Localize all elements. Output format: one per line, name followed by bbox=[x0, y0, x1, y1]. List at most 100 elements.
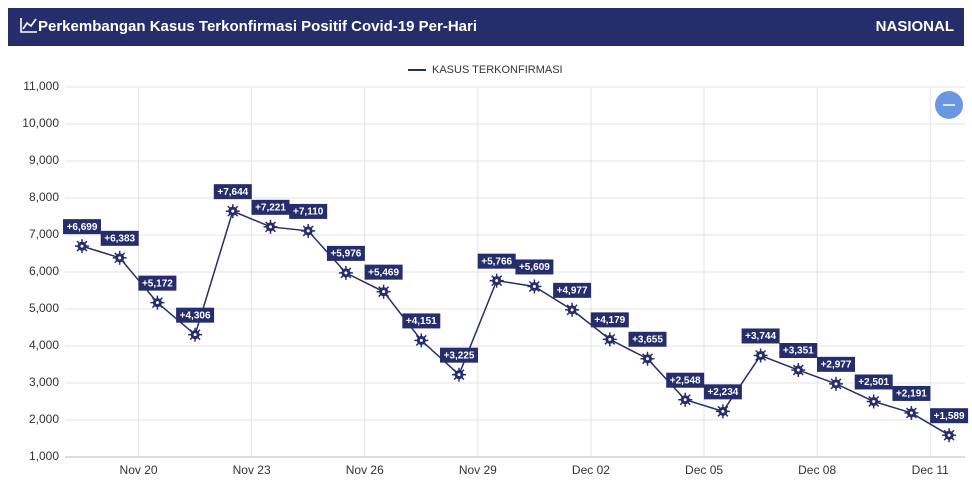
y-tick-label: 9,000 bbox=[29, 153, 59, 167]
header-bar bbox=[8, 8, 964, 46]
virus-marker bbox=[150, 295, 165, 310]
virus-marker bbox=[225, 204, 240, 219]
label-box bbox=[779, 343, 818, 359]
label-box bbox=[854, 374, 893, 390]
data-label: +2,501 bbox=[858, 377, 889, 388]
data-label: +7,221 bbox=[255, 202, 286, 213]
data-label: +5,172 bbox=[142, 278, 173, 289]
label-box bbox=[590, 312, 629, 328]
virus-dot bbox=[721, 409, 725, 413]
virus-marker bbox=[376, 284, 391, 299]
virus-dot bbox=[419, 338, 423, 342]
data-label: +2,191 bbox=[896, 389, 927, 400]
virus-marker bbox=[338, 265, 353, 280]
virus-marker bbox=[527, 279, 542, 294]
data-label: +4,306 bbox=[180, 310, 211, 321]
label-box bbox=[817, 356, 855, 372]
virus-dot bbox=[231, 209, 235, 213]
virus-dot bbox=[306, 229, 310, 233]
label-box bbox=[138, 275, 177, 291]
virus-dot bbox=[683, 398, 687, 402]
x-tick-label: Nov 26 bbox=[346, 463, 384, 477]
data-label: +4,179 bbox=[594, 315, 625, 326]
virus-marker bbox=[301, 223, 316, 238]
label-box bbox=[364, 264, 403, 280]
virus-marker bbox=[565, 302, 580, 317]
data-label: +5,469 bbox=[368, 267, 399, 278]
label-box bbox=[628, 331, 667, 347]
data-label: +7,110 bbox=[293, 207, 324, 218]
virus-marker bbox=[263, 219, 278, 234]
label-box bbox=[402, 313, 441, 329]
y-tick-label: 3,000 bbox=[29, 375, 59, 389]
virus-marker bbox=[678, 392, 693, 407]
virus-dot bbox=[759, 353, 763, 357]
x-tick-label: Nov 23 bbox=[233, 463, 271, 477]
x-tick-label: Dec 11 bbox=[912, 463, 949, 477]
label-box bbox=[326, 245, 365, 261]
data-label: +5,609 bbox=[519, 262, 550, 273]
chart-title: Perkembangan Kasus Terkonfirmasi Positif… bbox=[38, 18, 477, 35]
data-label: +7,644 bbox=[217, 187, 248, 198]
y-tick-label: 1,000 bbox=[29, 449, 59, 463]
label-box bbox=[703, 384, 742, 400]
virus-dot bbox=[909, 411, 913, 415]
virus-marker bbox=[829, 376, 843, 391]
virus-marker bbox=[452, 367, 466, 382]
x-tick-label: Dec 02 bbox=[572, 463, 610, 477]
label-box bbox=[100, 230, 139, 246]
y-tick-label: 11,000 bbox=[23, 79, 59, 93]
y-tick-label: 10,000 bbox=[22, 116, 59, 130]
data-label: +5,976 bbox=[330, 249, 361, 260]
label-box bbox=[63, 219, 101, 235]
virus-dot bbox=[382, 290, 386, 294]
line bbox=[81, 210, 950, 436]
virus-marker bbox=[602, 332, 617, 347]
virus-dot bbox=[193, 333, 197, 337]
label-box bbox=[477, 253, 516, 269]
virus-dot bbox=[80, 244, 84, 248]
virus-dot bbox=[457, 373, 461, 377]
label-box bbox=[176, 307, 215, 323]
virus-marker bbox=[904, 405, 919, 420]
y-tick-label: 8,000 bbox=[29, 190, 59, 204]
virus-dot bbox=[532, 284, 536, 288]
data-label: +2,977 bbox=[821, 359, 852, 370]
data-label: +3,225 bbox=[444, 350, 475, 361]
data-label: +2,548 bbox=[670, 375, 701, 386]
label-box bbox=[666, 372, 705, 388]
legend-label: KASUS TERKONFIRMASI bbox=[432, 64, 563, 76]
virus-dot bbox=[155, 301, 159, 305]
label-box bbox=[289, 203, 328, 219]
chart-icon bbox=[20, 18, 37, 33]
virus-dot bbox=[872, 399, 876, 403]
virus-marker bbox=[75, 239, 89, 254]
virus-marker bbox=[791, 363, 806, 378]
data-label: +3,351 bbox=[783, 346, 814, 357]
label-box bbox=[741, 328, 780, 344]
y-tick-label: 6,000 bbox=[29, 264, 59, 278]
virus-marker bbox=[112, 250, 127, 265]
data-label: +2,234 bbox=[707, 387, 738, 398]
virus-dot bbox=[834, 382, 838, 386]
virus-dot bbox=[570, 308, 574, 312]
label-box bbox=[213, 184, 252, 200]
y-tick-label: 5,000 bbox=[29, 301, 59, 315]
virus-marker bbox=[753, 348, 768, 363]
x-tick-label: Dec 08 bbox=[798, 463, 836, 477]
virus-marker bbox=[188, 327, 203, 342]
label-box bbox=[553, 282, 592, 298]
y-tick-label: 7,000 bbox=[29, 227, 59, 241]
virus-dot bbox=[269, 225, 272, 229]
label-box bbox=[930, 408, 969, 424]
y-tick-label: 2,000 bbox=[29, 412, 59, 426]
data-label: +4,977 bbox=[557, 285, 588, 296]
virus-marker bbox=[489, 273, 504, 288]
virus-marker bbox=[866, 394, 881, 409]
label-box bbox=[515, 259, 554, 275]
data-label: +3,655 bbox=[632, 334, 663, 345]
virus-marker bbox=[715, 404, 730, 419]
virus-marker bbox=[640, 351, 655, 366]
x-tick-label: Dec 05 bbox=[685, 463, 723, 477]
